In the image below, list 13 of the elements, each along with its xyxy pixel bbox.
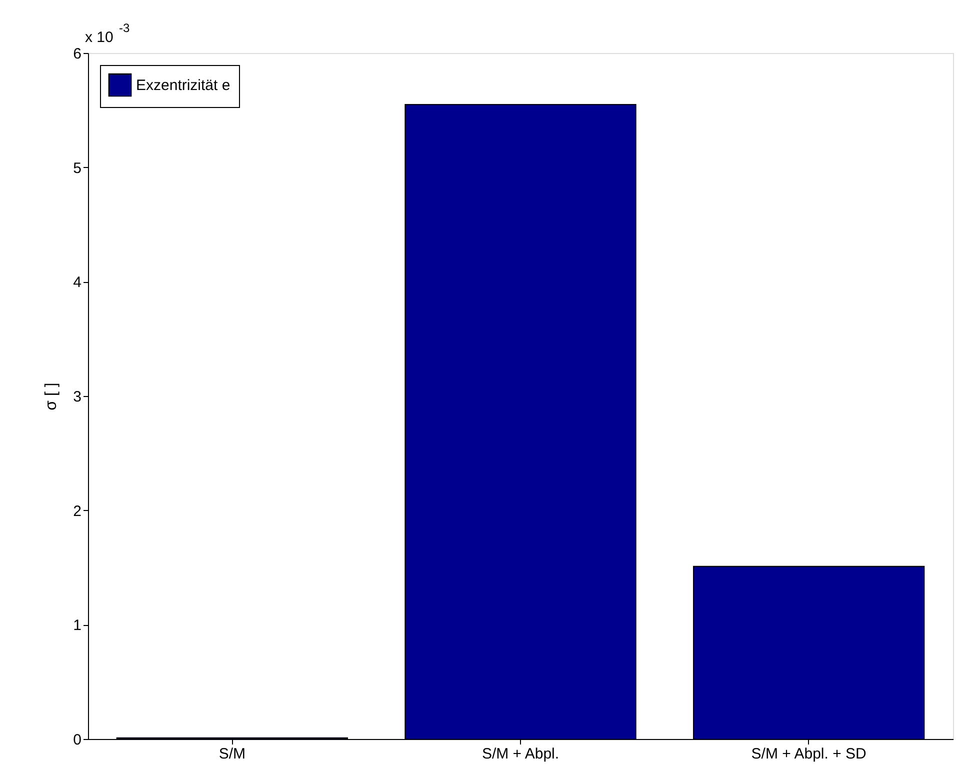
y-tick-label: 0 (73, 732, 82, 748)
y-tick-label: 3 (73, 388, 82, 406)
text: x 10-3 (85, 21, 130, 46)
y-tick-label: 5 (73, 160, 82, 177)
y-tick-label: 2 (73, 502, 82, 520)
y-tick-label: 4 (73, 274, 82, 292)
x-tick-label: S/M (218, 746, 246, 762)
y-tick-label: 6 (73, 46, 82, 62)
x-tick-label: S/M + Abpl. + SD (751, 746, 867, 762)
legend-label: Exzentrizität e (136, 77, 230, 94)
y-axis-title: σ [ ] (43, 382, 60, 410)
x-tick-label: S/M + Abpl. (482, 746, 560, 762)
y-tick-label: 1 (73, 617, 82, 634)
